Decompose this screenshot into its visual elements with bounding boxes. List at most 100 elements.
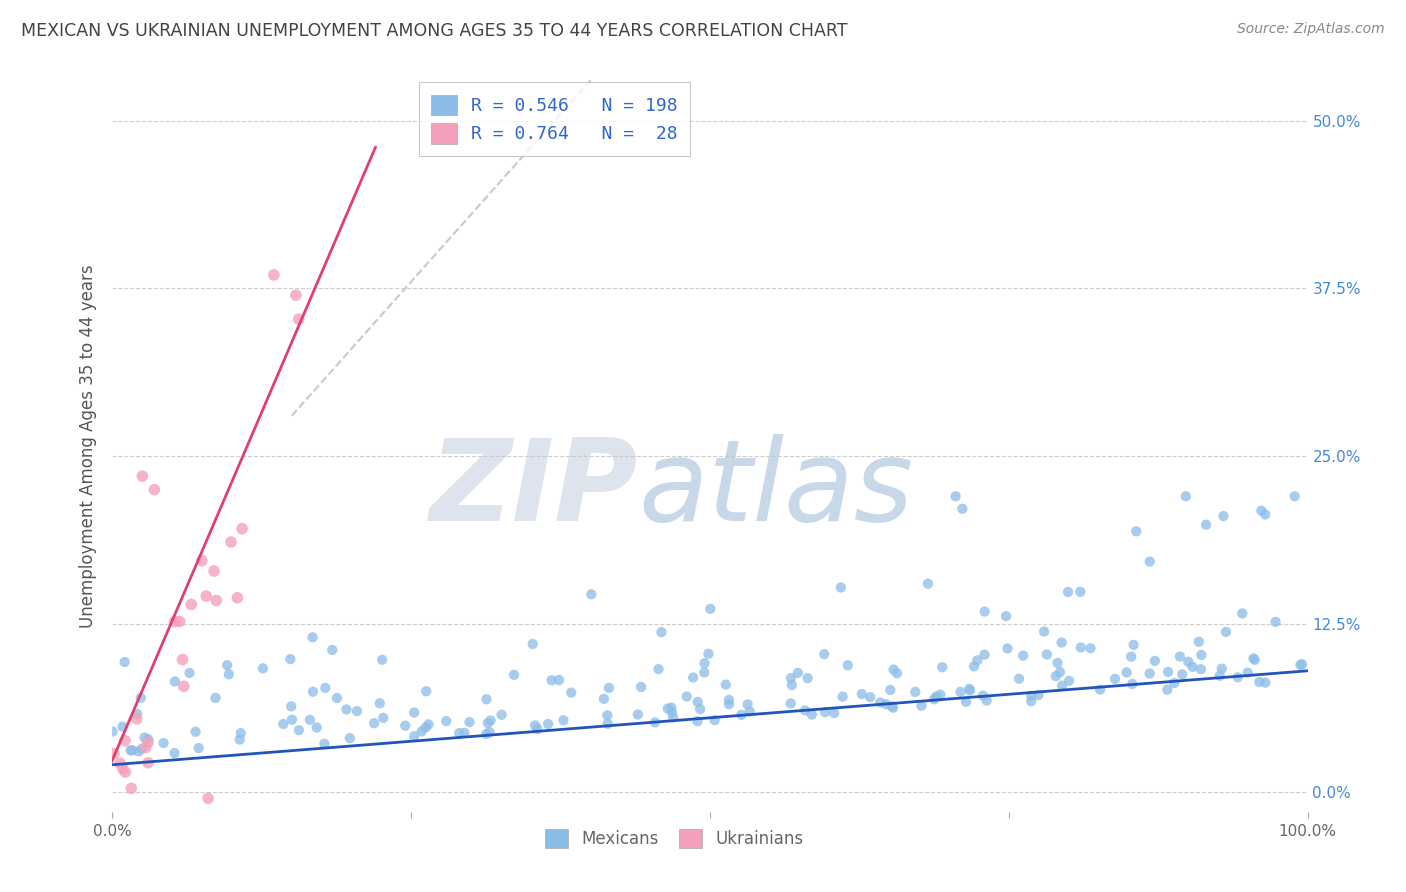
Point xyxy=(363,716,385,731)
Point xyxy=(548,673,571,687)
Point xyxy=(252,661,274,675)
Point xyxy=(302,684,325,698)
Point xyxy=(197,791,219,805)
Point xyxy=(699,602,721,616)
Point xyxy=(273,717,295,731)
Point xyxy=(540,673,562,688)
Point xyxy=(593,692,616,706)
Point xyxy=(830,581,852,595)
Point xyxy=(125,712,148,726)
Point xyxy=(228,732,250,747)
Point xyxy=(1226,670,1249,684)
Point xyxy=(1143,654,1166,668)
Point xyxy=(477,716,499,731)
Point xyxy=(1050,679,1073,693)
Point xyxy=(163,746,186,760)
Point xyxy=(475,727,498,741)
Point xyxy=(581,587,603,601)
Point xyxy=(226,591,249,605)
Point xyxy=(950,501,973,516)
Point xyxy=(945,489,967,503)
Point xyxy=(627,707,650,722)
Point xyxy=(1171,667,1194,681)
Point xyxy=(169,615,191,629)
Point xyxy=(449,726,471,740)
Point xyxy=(321,643,343,657)
Point xyxy=(796,671,818,685)
Point xyxy=(1243,653,1265,667)
Point xyxy=(675,690,697,704)
Point xyxy=(187,741,209,756)
Point xyxy=(647,662,669,676)
Point xyxy=(972,689,994,703)
Point xyxy=(1012,648,1035,663)
Point xyxy=(661,706,683,720)
Point xyxy=(1121,649,1143,664)
Point xyxy=(1088,682,1111,697)
Point xyxy=(1264,615,1286,629)
Point xyxy=(880,699,903,714)
Point xyxy=(737,698,759,712)
Point xyxy=(136,732,159,747)
Point xyxy=(657,701,679,715)
Point xyxy=(959,683,981,698)
Point xyxy=(231,522,253,536)
Point xyxy=(1157,665,1180,679)
Point xyxy=(662,710,685,724)
Point xyxy=(823,706,845,720)
Point xyxy=(524,718,547,732)
Point xyxy=(973,605,995,619)
Point xyxy=(717,693,740,707)
Point xyxy=(973,648,995,662)
Point xyxy=(1215,624,1237,639)
Point xyxy=(1057,585,1080,599)
Point xyxy=(163,674,186,689)
Point xyxy=(314,737,336,751)
Point xyxy=(1284,489,1306,503)
Point xyxy=(886,666,908,681)
Text: MEXICAN VS UKRAINIAN UNEMPLOYMENT AMONG AGES 35 TO 44 YEARS CORRELATION CHART: MEXICAN VS UKRAINIAN UNEMPLOYMENT AMONG … xyxy=(21,22,848,40)
Point xyxy=(1291,657,1313,672)
Point xyxy=(1189,648,1212,662)
Point xyxy=(491,707,513,722)
Point xyxy=(1046,656,1069,670)
Point xyxy=(288,723,311,738)
Point xyxy=(114,655,136,669)
Point xyxy=(120,781,142,796)
Point xyxy=(682,671,704,685)
Point xyxy=(1250,504,1272,518)
Point xyxy=(1212,509,1234,524)
Point xyxy=(966,653,988,667)
Point xyxy=(537,717,560,731)
Point xyxy=(371,653,394,667)
Point xyxy=(163,615,186,629)
Point xyxy=(1156,682,1178,697)
Point xyxy=(693,665,716,680)
Point xyxy=(1139,666,1161,681)
Point xyxy=(553,714,575,728)
Point xyxy=(219,535,242,549)
Point xyxy=(780,678,803,692)
Point xyxy=(179,665,201,680)
Point xyxy=(479,714,502,728)
Point xyxy=(659,700,682,714)
Point xyxy=(1050,635,1073,649)
Point xyxy=(780,671,803,685)
Point xyxy=(697,647,720,661)
Point xyxy=(120,743,142,757)
Point xyxy=(1122,638,1144,652)
Point xyxy=(1008,672,1031,686)
Point xyxy=(136,756,159,770)
Point xyxy=(837,658,859,673)
Point xyxy=(925,690,948,704)
Point xyxy=(368,696,391,710)
Point xyxy=(644,715,666,730)
Point xyxy=(779,697,801,711)
Point xyxy=(1125,524,1147,539)
Point xyxy=(1249,675,1271,690)
Point xyxy=(143,483,166,497)
Point xyxy=(813,647,835,661)
Point xyxy=(1069,585,1091,599)
Point xyxy=(346,704,368,718)
Point xyxy=(689,702,711,716)
